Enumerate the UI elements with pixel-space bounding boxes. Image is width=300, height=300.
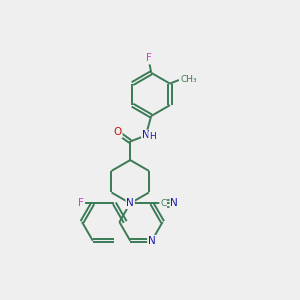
Text: N: N [126,198,134,208]
Text: C: C [160,199,166,208]
Text: N: N [148,236,156,246]
Text: O: O [113,128,122,137]
Text: F: F [146,53,152,63]
Text: H: H [149,132,156,141]
Text: N: N [142,130,150,140]
Text: N: N [170,198,178,208]
Text: F: F [79,198,84,208]
Text: CH₃: CH₃ [180,76,197,85]
Text: F: F [146,53,152,63]
